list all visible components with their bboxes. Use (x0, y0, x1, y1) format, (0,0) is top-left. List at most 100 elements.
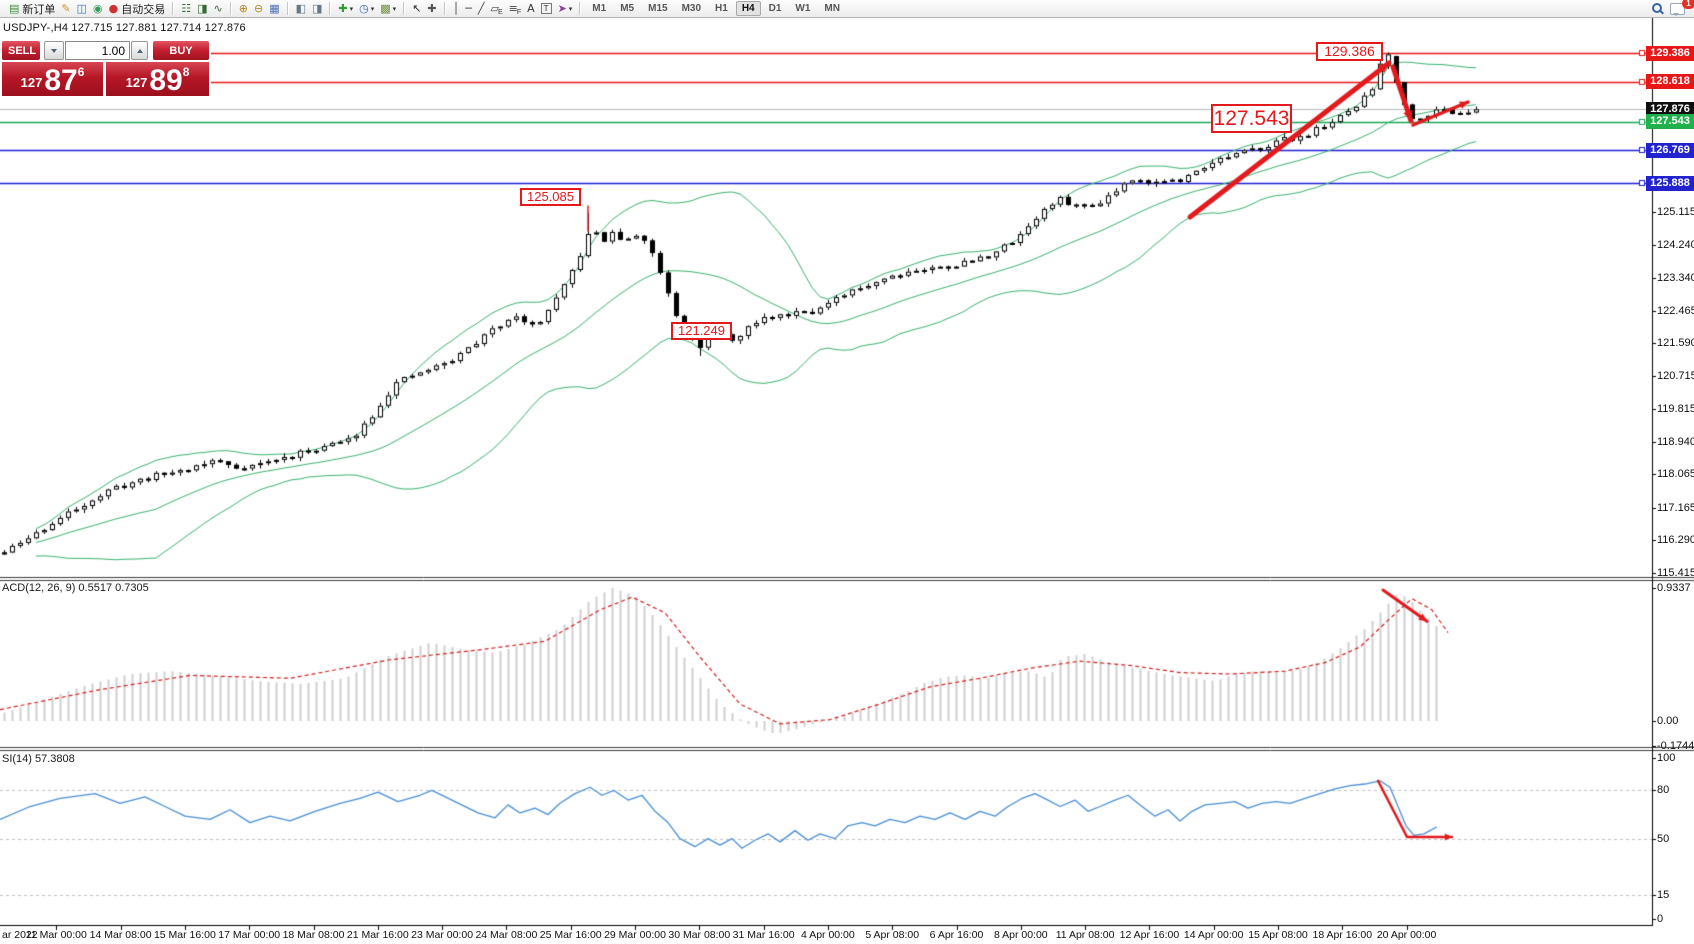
notifications-button[interactable]: 1 (1667, 0, 1694, 17)
volume-input[interactable] (65, 41, 130, 60)
timeframe-m5[interactable]: M5 (620, 3, 635, 14)
chart-canvas[interactable] (0, 18, 1694, 944)
date-axis-label: 23 Mar 00:00 (411, 929, 474, 941)
rsi-axis-tick: 80 (1657, 784, 1670, 797)
indicators-button[interactable]: ✚ ▾ (335, 1, 356, 17)
sell-button[interactable]: SELL (2, 41, 40, 60)
date-axis-label: 31 Mar 16:00 (732, 929, 795, 941)
chart-windows-button[interactable]: ◫ (74, 1, 90, 17)
timeframe-h4[interactable]: H4 (735, 1, 761, 16)
candle-chart-mode-button[interactable]: ◨ (194, 1, 210, 17)
bar-chart-mode-button[interactable]: ☷ (178, 1, 194, 17)
triangle-up-icon (136, 48, 143, 53)
buy-price[interactable]: 127 89 8 (106, 62, 209, 96)
periods-button[interactable]: ◷ ▾ (356, 1, 377, 17)
text-label-tool-button[interactable]: T (538, 1, 555, 17)
rsi-axis-tick: 100 (1657, 752, 1676, 765)
date-axis-label: 15 Mar 16:00 (153, 929, 216, 941)
notification-badge: 1 (1682, 0, 1694, 9)
price-annotation[interactable]: 129.386 (1316, 42, 1383, 61)
vertical-line-tool-button[interactable]: │ (450, 1, 463, 17)
timeframe-h1[interactable]: H1 (715, 3, 728, 14)
zoom-in-button[interactable]: ⊕ (236, 1, 251, 17)
price-level-badge: 127.876 (1646, 101, 1694, 117)
price-level-badge: 129.386 (1646, 45, 1694, 61)
date-axis-label: 18 Mar 08:00 (282, 929, 345, 941)
zoom-out-button[interactable]: ⊖ (251, 1, 266, 17)
price-axis-tick: 116.290 (1657, 534, 1694, 547)
macd-label: ACD(12, 26, 9) 0.5517 0.7305 (2, 582, 149, 594)
line-chart-mode-button[interactable]: ∿ (211, 1, 226, 17)
templates-button[interactable]: ▩ ▾ (377, 1, 399, 17)
volume-increase-button[interactable] (131, 41, 148, 60)
timeframe-d1[interactable]: D1 (768, 3, 782, 14)
timeframe-w1[interactable]: W1 (795, 3, 811, 14)
arrange-icon: ◧ (295, 2, 306, 15)
macd-axis-tick: -0.1744 (1657, 739, 1694, 752)
date-axis-label: 11 Mar 00:00 (25, 929, 87, 941)
tile-windows-icon: ▦ (269, 2, 280, 15)
dropdown-caret-icon: ▾ (349, 4, 354, 13)
equidistant-channel-tool-button[interactable]: ▱ E (488, 1, 506, 17)
price-annotation[interactable]: 127.543 (1211, 104, 1292, 133)
rsi-axis-tick: 0 (1657, 913, 1664, 925)
sell-price[interactable]: 127 87 6 (2, 62, 103, 96)
auto-trading-button[interactable]: ● 自动交易 (106, 1, 169, 17)
buy-price-big: 89 (149, 64, 183, 97)
new-order-label: 新订单 (22, 3, 56, 16)
fibonacci-icon: ≡ (508, 2, 518, 15)
triangle-down-icon (51, 48, 57, 53)
timeframe-mn[interactable]: MN (824, 3, 840, 14)
channel-icon-sub: E (497, 8, 503, 16)
price-annotation[interactable]: 121.249 (671, 322, 732, 340)
buy-button[interactable]: BUY (153, 41, 209, 60)
timeframe-m1[interactable]: M1 (592, 3, 607, 14)
cursor-button[interactable]: ↖ (409, 1, 424, 17)
date-axis-label: 11 Apr 08:00 (1055, 929, 1115, 941)
text-tool-button[interactable]: A (524, 1, 538, 17)
date-axis-label: 20 Apr 00:00 (1376, 929, 1437, 941)
toolbar-separator (403, 2, 406, 15)
search-button[interactable] (1648, 1, 1667, 17)
candlestick-icon: ◨ (197, 2, 208, 15)
new-order-button[interactable]: ▤ 新订单 (6, 1, 58, 17)
rsi-axis-tick: 50 (1657, 832, 1670, 845)
chart-shift-button[interactable]: ◨ (309, 1, 325, 17)
price-annotation[interactable]: 125.085 (520, 188, 581, 206)
toolbar-separator (579, 2, 582, 15)
price-axis-tick: 121.590 (1657, 337, 1694, 350)
clock-icon: ◷ (359, 2, 369, 15)
date-axis-label: 25 Mar 16:00 (539, 929, 602, 941)
date-axis-label: 15 Apr 08:00 (1248, 929, 1308, 941)
arrow-objects-icon: ➤ (557, 2, 567, 15)
price-axis-tick: 118.065 (1657, 468, 1694, 481)
macd-axis-tick: 0.00 (1657, 715, 1679, 727)
dropdown-caret-icon: ▾ (370, 4, 375, 13)
auto-arrange-button[interactable]: ◧ (293, 1, 309, 17)
dropdown-caret-icon: ▾ (568, 4, 573, 13)
arrows-tool-button[interactable]: ➤ ▾ (555, 1, 576, 17)
trendline-tool-button[interactable]: ╱ (475, 1, 488, 17)
dropdown-caret-icon: ▾ (392, 4, 397, 13)
volume-decrease-button[interactable] (44, 41, 64, 60)
date-axis-label: 14 Apr 00:00 (1183, 929, 1244, 941)
channel-icon: ▱ (490, 2, 499, 15)
horizontal-line-tool-button[interactable]: ─ (462, 1, 475, 17)
fibonacci-tool-button[interactable]: ≡ F (506, 1, 525, 17)
text-label-icon: T (540, 3, 552, 14)
marker-button[interactable]: ✎ (58, 1, 73, 17)
signals-button[interactable]: ◉ (90, 1, 106, 17)
tile-windows-button[interactable]: ▦ (266, 1, 282, 17)
search-icon (1651, 2, 1664, 15)
date-axis-label: 12 Apr 16:00 (1119, 929, 1180, 941)
date-axis-label: 5 Apr 08:00 (865, 929, 920, 941)
toolbar-separator (172, 2, 175, 15)
date-axis-label: 4 Apr 00:00 (801, 929, 855, 941)
timeframe-m30[interactable]: M30 (681, 3, 702, 14)
crosshair-button[interactable]: ✚ (424, 1, 439, 17)
crosshair-icon: ✚ (427, 2, 437, 15)
date-axis-label: 29 Mar 00:00 (604, 929, 666, 941)
timeframe-m15[interactable]: M15 (648, 3, 668, 14)
line-chart-icon: ∿ (213, 2, 223, 15)
